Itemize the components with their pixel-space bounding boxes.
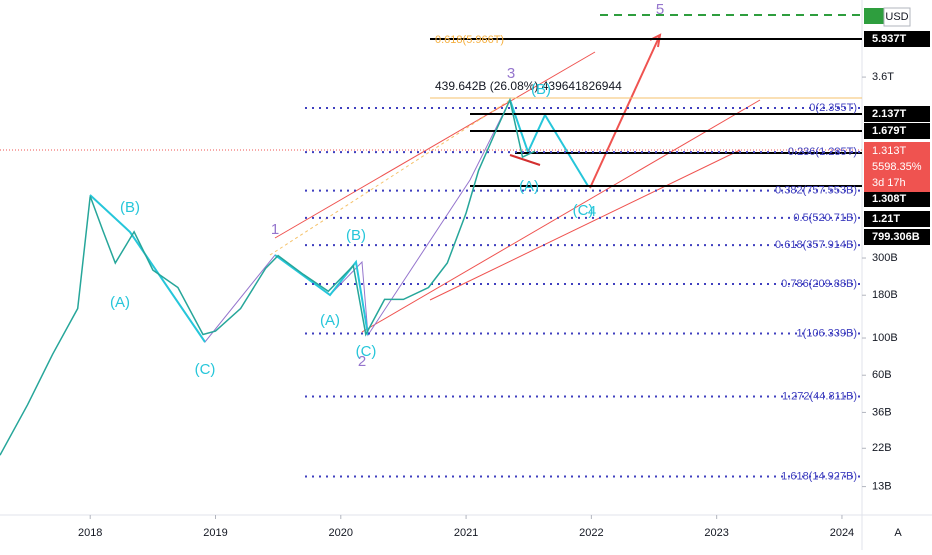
- wave-label: (A): [320, 312, 340, 329]
- price-line: [0, 97, 536, 456]
- wave-label: (B): [346, 227, 366, 244]
- price-tag-label: 1.308T: [872, 193, 907, 205]
- wave-label: 4: [588, 203, 596, 220]
- abc-2: [274, 254, 369, 336]
- price-tag: [864, 106, 930, 122]
- price-tag: [864, 191, 930, 207]
- fib-label: 1(106.339B): [796, 327, 857, 339]
- wave-label: 3: [507, 65, 515, 82]
- y-tick-label: 300B: [872, 252, 898, 264]
- wave-label: 1: [271, 221, 279, 238]
- currency-box: [883, 7, 911, 27]
- last-change: 5598.35%: [872, 161, 922, 173]
- fib-label: 0.382(757.553B): [775, 184, 857, 196]
- wave-label: 5: [656, 1, 664, 18]
- projection: [589, 34, 661, 189]
- wave-label: (B): [531, 81, 551, 98]
- wave-label: (A): [110, 294, 130, 311]
- price-tag-label: 799.306B: [872, 231, 920, 243]
- top-fib-label: 0.618(5.966T): [435, 34, 504, 46]
- price-tag: [864, 123, 930, 139]
- x-tick-label: 2023: [704, 527, 728, 539]
- y-tick-label: 3.6T: [872, 71, 894, 83]
- countdown: 3d 17h: [872, 177, 906, 189]
- red-mark: [509, 154, 541, 166]
- currency: USD: [885, 11, 908, 23]
- fib-label: 0.786(209.88B): [781, 278, 857, 290]
- x-tick-label: 2024: [830, 527, 854, 539]
- price-tag: [864, 211, 930, 227]
- fib-label: 0.618(357.914B): [775, 239, 857, 251]
- channel-top: [274, 51, 596, 239]
- fib-label: 1.618(14.927B): [781, 470, 857, 482]
- fib-label: 1.272(44.811B): [782, 390, 857, 402]
- y-tick-label: 13B: [872, 480, 892, 492]
- abc-1: [89, 194, 206, 343]
- last-price-tag: [864, 142, 930, 192]
- corner-label: A: [894, 527, 902, 539]
- last-price: 1.313T: [872, 145, 907, 157]
- header-text: 439.642B (26.08%) 439641826944: [435, 79, 622, 93]
- x-tick-label: 2020: [329, 527, 353, 539]
- price-tag: [864, 31, 930, 47]
- price-tag-label: 2.137T: [872, 108, 907, 120]
- y-tick-label: 60B: [872, 369, 892, 381]
- y-tick-label: 100B: [872, 332, 898, 344]
- x-tick-label: 2022: [579, 527, 603, 539]
- wave-label: (C): [573, 202, 594, 219]
- wave-label: (A): [519, 178, 539, 195]
- y-tick-label: 180B: [872, 289, 898, 301]
- wave-label: (C): [356, 343, 377, 360]
- wave-label: (C): [195, 361, 216, 378]
- fib-label: 0.5(520.71B): [793, 212, 857, 224]
- price-tag-label: 5.937T: [872, 33, 907, 45]
- abc-3: [509, 99, 589, 187]
- channel-mid: [361, 99, 761, 333]
- drawings: [0, 8, 884, 343]
- x-tick-label: 2019: [203, 527, 227, 539]
- fib-label: 0(2.355T): [809, 102, 857, 114]
- price-tag-label: 1.679T: [872, 125, 907, 137]
- wave-label: 2: [358, 353, 366, 370]
- target-tag: [864, 8, 884, 24]
- wave-label: (B): [120, 199, 140, 216]
- price-tag-label: 1.21T: [872, 213, 900, 225]
- y-tick-label: 36B: [872, 406, 892, 418]
- price-tag: [864, 229, 930, 245]
- channel-bottom: [429, 149, 741, 301]
- x-tick-label: 2018: [78, 527, 102, 539]
- x-tick-label: 2021: [454, 527, 478, 539]
- y-tick-label: 22B: [872, 442, 892, 454]
- fib-label: 0.236(1.285T): [788, 146, 857, 158]
